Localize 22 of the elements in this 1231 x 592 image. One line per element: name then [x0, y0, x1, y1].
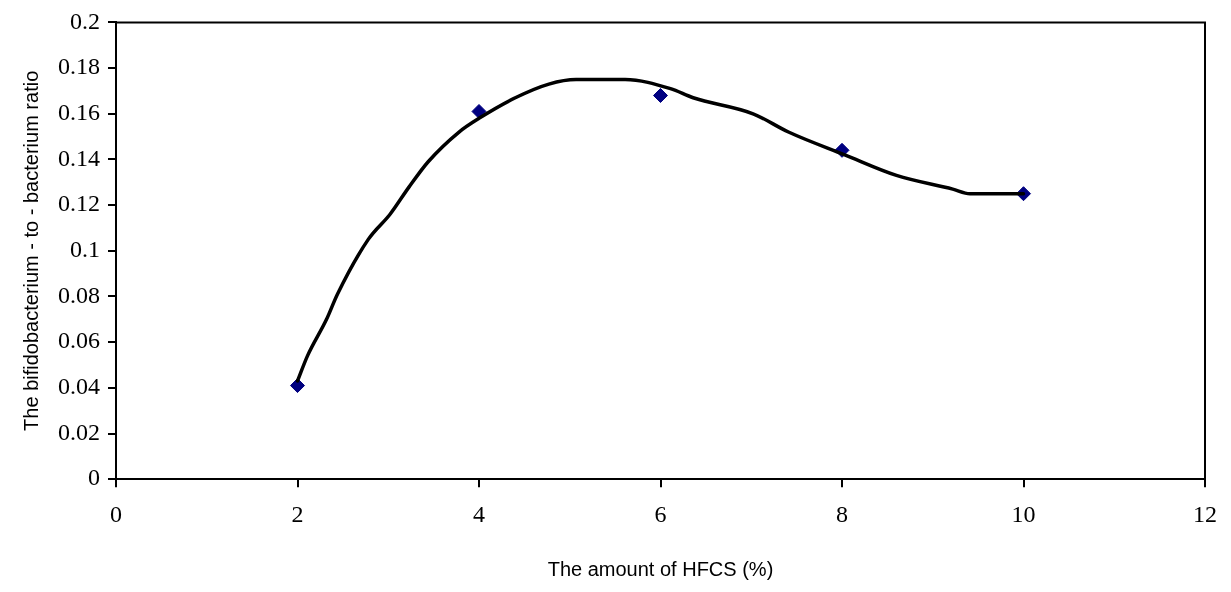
- point: [471, 103, 487, 119]
- y-tick-label: 0.04: [58, 373, 100, 400]
- y-tick-label: 0.02: [58, 418, 100, 445]
- y-tick-label: 0.14: [58, 144, 100, 171]
- y-tick-label: 0.06: [58, 327, 100, 354]
- y-tick-label: 0.12: [58, 190, 100, 217]
- x-tick-label: 2: [291, 500, 304, 527]
- x-tick-label: 6: [654, 500, 667, 527]
- x-axis-title: The amount of HFCS (%): [547, 557, 774, 580]
- point: [653, 87, 668, 103]
- y-tick-label: 0.08: [58, 281, 100, 308]
- y-tick-label: 0.2: [70, 7, 100, 34]
- y-tick-label: 0.18: [58, 53, 100, 80]
- x-tick-label: 4: [473, 500, 485, 527]
- y-tick-label: 0: [88, 464, 100, 491]
- x-tick-label: 0: [110, 500, 122, 527]
- x-tick-label: 12: [1193, 500, 1217, 527]
- x-tick-label: 8: [836, 500, 848, 527]
- y-tick-label: 0.1: [70, 236, 100, 263]
- y-tick-label: 0.16: [58, 99, 100, 126]
- y-axis-title: The bifidobacterium - to - bacterium ratio: [19, 70, 42, 431]
- x-tick-label: 10: [1011, 500, 1036, 527]
